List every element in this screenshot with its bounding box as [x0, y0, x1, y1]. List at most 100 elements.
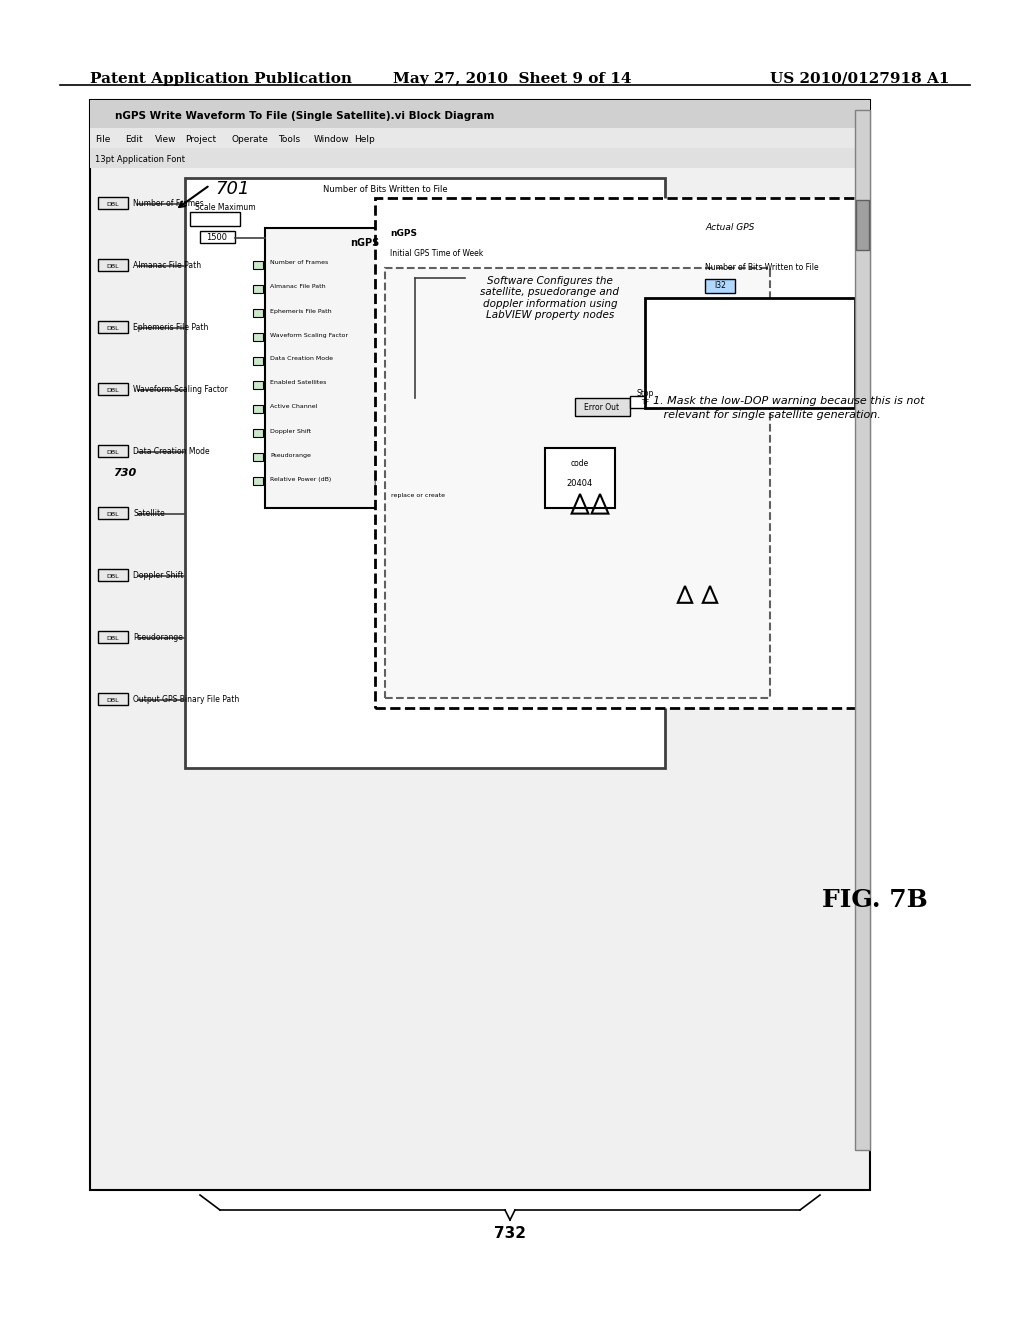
Text: DBL: DBL	[106, 573, 120, 578]
Text: DBL: DBL	[106, 635, 120, 640]
Bar	[645, 298, 855, 408]
Text: Waveform Scaling Factor: Waveform Scaling Factor	[270, 333, 348, 338]
Text: Number of Bits Written to File: Number of Bits Written to File	[705, 264, 818, 272]
Bar	[545, 447, 615, 508]
Text: Satellite: Satellite	[133, 510, 165, 519]
Text: DBL: DBL	[106, 326, 120, 330]
Bar	[253, 356, 263, 366]
Bar	[253, 405, 263, 413]
Text: Pseudorange: Pseudorange	[270, 453, 311, 458]
Text: Project: Project	[185, 135, 216, 144]
Bar	[630, 396, 660, 408]
Bar	[98, 693, 128, 705]
Text: Operate: Operate	[231, 135, 268, 144]
Bar	[375, 474, 460, 488]
Text: DBL: DBL	[106, 697, 120, 702]
Bar	[253, 453, 263, 461]
Text: Output GPS Binary File Path: Output GPS Binary File Path	[133, 696, 240, 705]
Text: File: File	[95, 135, 111, 144]
Text: 1500: 1500	[207, 232, 227, 242]
Text: Tools: Tools	[278, 135, 300, 144]
Text: Software Configures the
satellite, psuedorange and
doppler information using
Lab: Software Configures the satellite, psued…	[480, 276, 620, 321]
Bar	[200, 231, 234, 243]
Bar	[253, 285, 263, 293]
Text: DBL: DBL	[106, 202, 120, 206]
Bar	[185, 178, 665, 768]
Bar	[375, 198, 860, 708]
Text: DBL: DBL	[106, 264, 120, 268]
Bar	[575, 399, 630, 416]
Text: Number of Bits Written to File: Number of Bits Written to File	[323, 186, 447, 194]
Text: FIG. 7B: FIG. 7B	[822, 888, 928, 912]
Bar	[98, 383, 128, 395]
Text: Enabled Satellites: Enabled Satellites	[270, 380, 327, 385]
Text: DBL: DBL	[106, 511, 120, 516]
Text: I32: I32	[714, 281, 726, 290]
Bar	[98, 197, 128, 209]
Text: Almanac File Path: Almanac File Path	[133, 261, 201, 271]
Text: Ephemeris File Path: Ephemeris File Path	[133, 323, 208, 333]
Bar	[445, 238, 655, 358]
Text: Relative Power (dB): Relative Power (dB)	[270, 477, 331, 482]
Text: Number of Frames: Number of Frames	[133, 199, 204, 209]
Text: US 2010/0127918 A1: US 2010/0127918 A1	[770, 73, 950, 86]
Text: Patent Application Publication: Patent Application Publication	[90, 73, 352, 86]
Bar	[253, 261, 263, 269]
Bar	[253, 477, 263, 484]
Text: Almanac File Path: Almanac File Path	[270, 285, 326, 289]
Text: Error Out: Error Out	[585, 403, 620, 412]
Bar	[253, 309, 263, 317]
Text: replace or create: replace or create	[391, 492, 445, 498]
Bar	[90, 100, 870, 128]
Text: View: View	[155, 135, 176, 144]
Bar	[90, 148, 870, 168]
Text: DBL: DBL	[106, 450, 120, 454]
Text: Initial GPS Time of Week: Initial GPS Time of Week	[390, 248, 483, 257]
Bar	[98, 321, 128, 333]
Bar	[98, 631, 128, 643]
Text: nGPS: nGPS	[350, 238, 380, 248]
Text: Ephemeris File Path: Ephemeris File Path	[270, 309, 332, 314]
Bar	[190, 213, 240, 226]
Bar	[705, 279, 735, 293]
Bar	[385, 268, 770, 698]
Text: Waveform Scaling Factor: Waveform Scaling Factor	[133, 385, 228, 395]
Text: 732: 732	[494, 1225, 526, 1241]
Bar	[90, 128, 870, 148]
Bar	[98, 569, 128, 581]
Bar	[98, 445, 128, 457]
Text: Data Creation Mode: Data Creation Mode	[270, 356, 333, 362]
Bar	[265, 228, 465, 508]
Text: TF: TF	[641, 399, 649, 405]
Text: May 27, 2010  Sheet 9 of 14: May 27, 2010 Sheet 9 of 14	[393, 73, 631, 86]
Text: 701: 701	[215, 180, 250, 198]
Text: Data Creation Mode: Data Creation Mode	[133, 447, 210, 457]
Bar	[856, 201, 869, 249]
Text: 1. Mask the low-DOP warning because this is not
   relevant for single satellite: 1. Mask the low-DOP warning because this…	[653, 396, 925, 420]
Text: 13pt Application Font: 13pt Application Font	[95, 154, 185, 164]
Text: nGPS: nGPS	[390, 228, 417, 238]
Bar	[253, 429, 263, 437]
Text: Doppler Shift: Doppler Shift	[270, 429, 311, 433]
Text: Window: Window	[313, 135, 349, 144]
Text: Stop: Stop	[636, 388, 653, 397]
Text: Actual GPS: Actual GPS	[705, 223, 755, 232]
Text: Scale Maximum: Scale Maximum	[195, 203, 256, 213]
Text: Active Channel: Active Channel	[270, 404, 317, 409]
Text: DBL: DBL	[106, 388, 120, 392]
Bar	[253, 381, 263, 389]
Bar	[98, 259, 128, 271]
Text: Doppler Shift: Doppler Shift	[133, 572, 183, 581]
Text: 730: 730	[114, 469, 136, 478]
Text: nGPS Write Waveform To File (Single Satellite).vi Block Diagram: nGPS Write Waveform To File (Single Sate…	[115, 111, 495, 121]
Text: Number of Frames: Number of Frames	[270, 260, 329, 265]
Text: 20404: 20404	[567, 479, 593, 487]
Text: Help: Help	[354, 135, 375, 144]
Text: Pseudorange: Pseudorange	[133, 634, 183, 643]
Text: Edit: Edit	[125, 135, 142, 144]
Text: code: code	[570, 458, 589, 467]
Bar	[90, 100, 870, 1191]
Bar	[253, 333, 263, 341]
Bar	[98, 507, 128, 519]
Bar	[855, 110, 870, 1150]
